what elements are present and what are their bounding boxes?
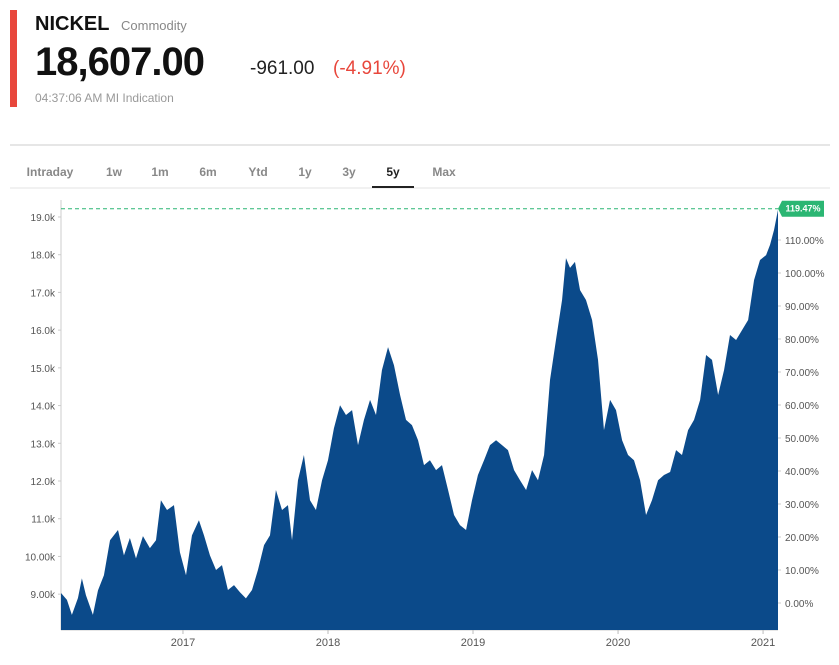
y2-tick-label: 80.00% [785, 335, 819, 346]
y-tick-label: 17.0k [31, 288, 56, 299]
change-percent: (-4.91%) [333, 58, 406, 79]
timestamp: 04:37:06 AM MI Indication [35, 91, 174, 105]
price: 18,607.00 [35, 40, 204, 84]
x-tick-label: 2020 [606, 637, 630, 649]
accent-bar [10, 10, 17, 107]
tab[interactable]: 5y [386, 165, 400, 179]
y2-tick-label: 30.00% [785, 500, 819, 511]
x-tick-label: 2017 [171, 637, 195, 649]
title: NICKEL [35, 13, 109, 35]
area [61, 209, 778, 631]
y-tick-label: 18.0k [31, 251, 56, 262]
subtitle: Commodity [121, 18, 187, 33]
y-tick-label: 9.00k [31, 590, 56, 601]
tab[interactable]: 1w [106, 165, 123, 179]
y-tick-label: 12.0k [31, 477, 56, 488]
y-tick-label: 13.0k [31, 439, 56, 450]
y-tick-label: 19.0k [31, 213, 56, 224]
y-tick-label: 10.00k [25, 552, 56, 563]
y2-tick-label: 40.00% [785, 467, 819, 478]
change: -961.00 [250, 58, 314, 79]
y2-tick-label: 60.00% [785, 401, 819, 412]
y-tick-label: 14.0k [31, 402, 56, 413]
y2-tick-label: 70.00% [785, 368, 819, 379]
y2-tick-label: 50.00% [785, 434, 819, 445]
tab[interactable]: 1y [298, 165, 312, 179]
tab[interactable]: Max [432, 165, 456, 179]
y2-tick-label: 10.00% [785, 566, 819, 577]
x-tick-label: 2018 [316, 637, 340, 649]
x-tick-label: 2019 [461, 637, 485, 649]
y-tick-label: 16.0k [31, 326, 56, 337]
tab[interactable]: 6m [199, 165, 216, 179]
tab[interactable]: Ytd [248, 165, 267, 179]
y-tick-label: 15.0k [31, 364, 56, 375]
y2-tick-label: 0.00% [785, 599, 813, 610]
y2-tick-label: 110.00% [785, 236, 824, 247]
tab[interactable]: 3y [342, 165, 356, 179]
marker-badge [778, 200, 824, 217]
y-tick-label: 11.0k [31, 515, 56, 526]
tab[interactable]: 1m [151, 165, 168, 179]
x-tick-label: 2021 [751, 637, 775, 649]
y2-tick-label: 20.00% [785, 533, 819, 544]
marker-label: 119.47% [785, 204, 820, 214]
y2-tick-label: 90.00% [785, 302, 819, 313]
y2-tick-label: 100.00% [785, 269, 825, 280]
tab[interactable]: Intraday [27, 165, 74, 179]
